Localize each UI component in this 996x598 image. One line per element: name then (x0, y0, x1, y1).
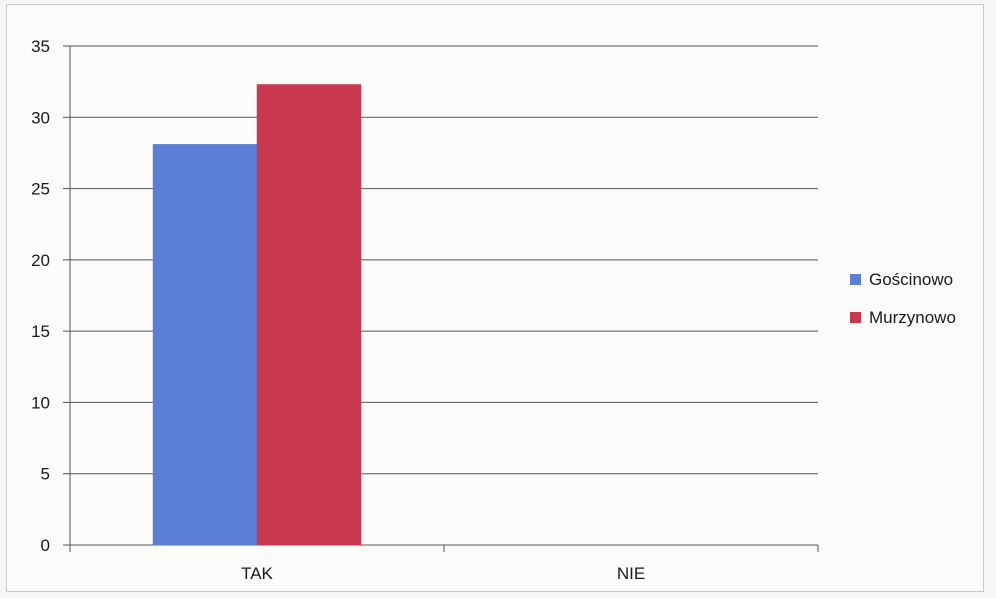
legend: Gościnowo Murzynowo (850, 270, 956, 327)
y-tick-label: 30 (31, 108, 50, 127)
y-tick-label: 5 (41, 465, 50, 484)
x-tick-labels: TAK NIE (241, 564, 645, 583)
y-tick-label: 25 (31, 180, 50, 199)
x-tick-label: TAK (241, 564, 273, 583)
bar-tak-2 (256, 84, 362, 546)
y-tick-label: 10 (31, 393, 50, 412)
legend-label: Gościnowo (869, 270, 953, 289)
y-tick-label: 15 (31, 322, 50, 341)
y-tick-label: 20 (31, 251, 50, 270)
y-tick-label: 35 (31, 37, 50, 56)
x-tick-label: NIE (617, 564, 645, 583)
bars (152, 84, 362, 546)
legend-label: Murzynowo (869, 308, 956, 327)
y-tick-label: 0 (41, 536, 50, 555)
legend-swatch (850, 312, 861, 323)
bar-tak-1 (152, 144, 258, 546)
legend-swatch (850, 274, 861, 285)
y-tick-labels: 0 5 10 15 20 25 30 35 (31, 37, 50, 555)
